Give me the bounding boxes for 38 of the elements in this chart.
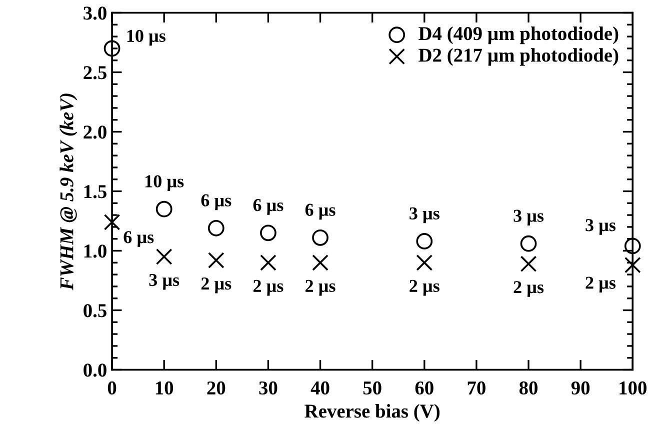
- x-tick-label: 100: [620, 381, 646, 395]
- x-tick-label: 90: [571, 381, 590, 395]
- annotation: 3 µs: [410, 207, 440, 224]
- annotation: 10 µs: [146, 175, 184, 192]
- x-tick-label: 20: [207, 381, 226, 395]
- x-tick-label: 30: [259, 381, 278, 395]
- annotation: 6 µs: [253, 199, 284, 215]
- x-tick-label: 80: [519, 381, 538, 395]
- annotation: 3 µs: [514, 210, 544, 226]
- y-tick-label: 1.5: [84, 185, 106, 198]
- x-tick-label: 60: [415, 381, 434, 395]
- annotation: 10 µs: [127, 30, 166, 46]
- y-tick-label: 3.0: [84, 6, 106, 20]
- annotation: 2 µs: [306, 280, 336, 296]
- annotation: 2 µs: [514, 281, 544, 297]
- x-tick-label: 50: [363, 381, 382, 395]
- y-tick-label: 0.0: [84, 364, 106, 377]
- y-tick-label: 1.0: [84, 244, 106, 258]
- y-axis-title: FWHM @ 5.9 keV (keV): [60, 94, 78, 290]
- annotation: 2 µs: [253, 280, 284, 296]
- x-tick-label: 70: [468, 381, 486, 395]
- y-tick-label: 2.0: [84, 126, 106, 139]
- legend-label: D4 (409 µm photodiode): [418, 26, 618, 44]
- x-tick-label: 10: [156, 381, 174, 395]
- annotation: 3 µs: [586, 219, 616, 235]
- annotation: 3 µs: [149, 274, 180, 290]
- y-tick-label: 0.5: [84, 304, 106, 318]
- y-tick-label: 2.5: [84, 66, 106, 80]
- annotation: 6 µs: [201, 194, 232, 210]
- legend-label: D2 (217 µm photodiode): [418, 48, 618, 66]
- x-tick-label: 0: [108, 381, 116, 395]
- annotation: 6 µs: [124, 231, 154, 247]
- annotation: 2 µs: [586, 276, 616, 293]
- x-axis-title: Reverse bias (V): [304, 404, 440, 422]
- annotation: 6 µs: [305, 204, 336, 220]
- x-tick-label: 40: [310, 381, 330, 395]
- annotation: 2 µs: [201, 278, 232, 294]
- annotation: 2 µs: [410, 280, 440, 296]
